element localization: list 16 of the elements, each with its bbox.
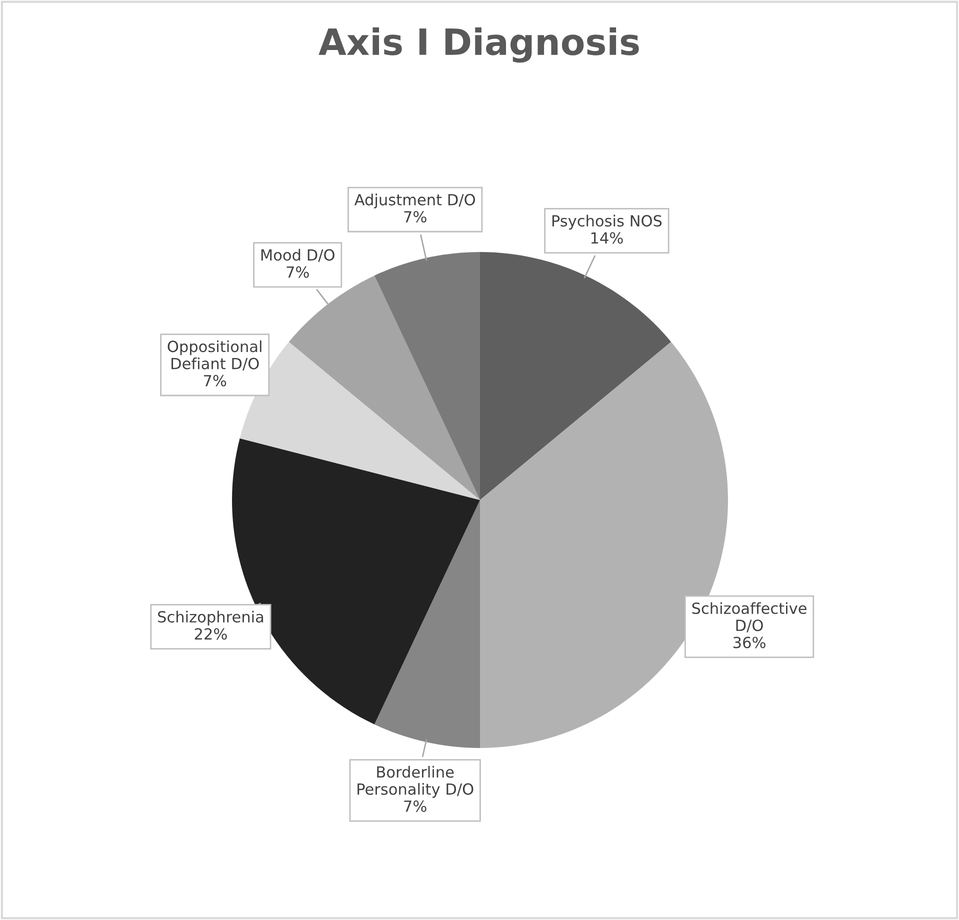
slice-label: Mood D/O	[261, 248, 334, 262]
slice-label: Borderline Personality D/O	[358, 766, 474, 798]
slice-label: Adjustment D/O	[354, 194, 475, 208]
slice-label: Oppositional Defiant D/O	[168, 340, 262, 371]
data-label: 7%	[404, 800, 426, 812]
data-label: 22%	[194, 628, 227, 640]
data-label: 7%	[404, 211, 426, 223]
data-label: 7%	[204, 374, 226, 386]
data-label: 14%	[591, 232, 623, 244]
slice-label: Psychosis NOS	[552, 214, 662, 230]
data-label: 7%	[286, 266, 309, 278]
slice-label: Schizophrenia	[158, 610, 264, 626]
chart-title: Axis I Diagnosis	[318, 27, 639, 63]
slice-label: Schizoaffective D/O	[692, 602, 806, 632]
data-label: 36%	[733, 636, 766, 648]
pie-slice	[480, 252, 672, 500]
